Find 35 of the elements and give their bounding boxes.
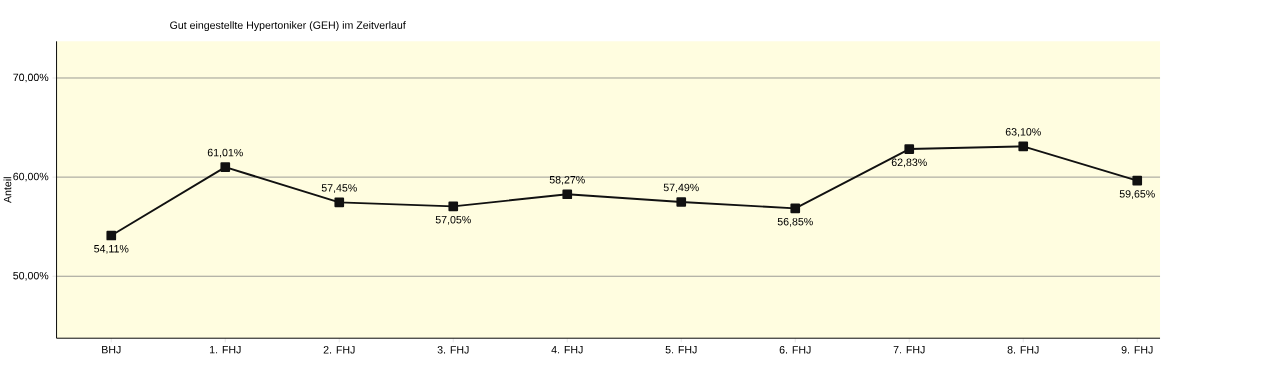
data-label: 61,01% [207, 148, 243, 158]
x-tick-label: 7. FHJ [893, 346, 925, 354]
data-label: 58,27% [549, 176, 585, 185]
point [562, 189, 573, 200]
x-tick-label: 9. FHJ [1121, 346, 1153, 354]
y-tick-label: 70,00% [13, 73, 49, 83]
x-tick-label: 8. FHJ [1007, 346, 1039, 354]
data-label: 63,10% [1005, 128, 1041, 137]
y-tick-label: 50,00% [13, 271, 49, 281]
y-axis-title: Anteil [3, 177, 12, 204]
point [1132, 175, 1143, 186]
x-tick-label: 5. FHJ [665, 346, 697, 354]
data-label: 59,65% [1119, 190, 1155, 199]
data-label: 57,05% [435, 216, 471, 225]
point [106, 230, 117, 241]
data-label: 57,49% [663, 183, 699, 193]
point [220, 162, 231, 173]
x-tick-label: BHJ [102, 346, 121, 354]
data-label: 57,45% [321, 184, 357, 193]
point [676, 197, 687, 207]
x-tick-label: 6. FHJ [779, 346, 811, 354]
data-label: 62,83% [891, 158, 927, 168]
data-label: 56,85% [777, 218, 813, 227]
point [1018, 141, 1029, 152]
point [904, 144, 915, 155]
point [334, 197, 345, 208]
y-tick-label: 60,00% [13, 172, 49, 182]
x-tick-label: 4. FHJ [551, 346, 583, 354]
point [790, 203, 801, 214]
x-tick-label: 2. FHJ [323, 346, 355, 354]
data-label: 54,11% [94, 245, 129, 254]
point [448, 201, 459, 212]
x-tick-label: 1. FHJ [209, 346, 241, 354]
chart-title: Gut eingestellte Hypertoniker (GEH) im Zeitverlauf [170, 21, 406, 32]
x-tick-label: 3. FHJ [437, 346, 469, 354]
